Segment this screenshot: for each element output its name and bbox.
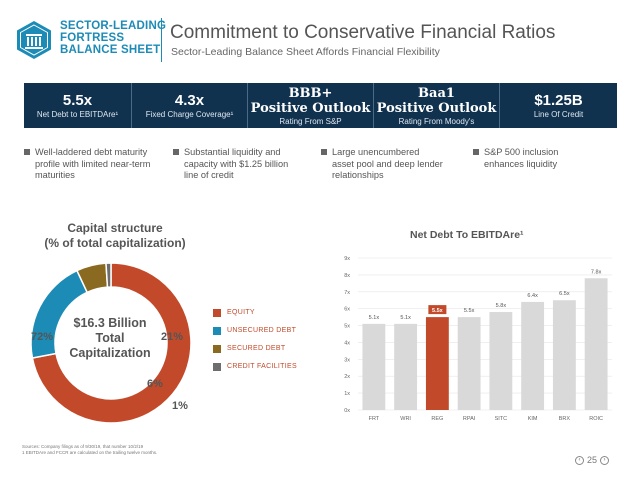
bullet-square-icon — [321, 149, 327, 155]
y-tick-label: 7x — [344, 290, 350, 296]
page-number: 25 — [587, 455, 598, 465]
y-tick-label: 3x — [344, 357, 350, 363]
legend-item-equity: EQUITY — [213, 308, 297, 326]
metric-label: Net Debt to EBITDAre¹ — [36, 109, 119, 119]
bar-value-label: 5.1x — [369, 315, 380, 321]
metric-value: $1.25B — [534, 91, 583, 109]
bullet-square-icon — [24, 149, 30, 155]
metric-value-outlook: Positive Outlook — [376, 100, 497, 116]
x-tick-label: BRX — [559, 416, 571, 422]
bar-value-label: 6.4x — [527, 293, 538, 299]
y-tick-label: 4x — [344, 340, 350, 346]
page-subtitle: Sector-Leading Balance Sheet Affords Fin… — [171, 46, 440, 58]
legend-swatch — [213, 363, 221, 371]
bar-value-label: 5.5x — [464, 308, 475, 314]
legend-item-unsecured: UNSECURED DEBT — [213, 326, 297, 344]
bullet-item: Large unencumbered asset pool and deep le… — [321, 147, 443, 182]
bar-chart-title: Net Debt To EBITDAre¹ — [410, 229, 524, 241]
prev-page-icon[interactable]: ‹ — [575, 455, 584, 465]
donut-center-label: $16.3 Billion Total Capitalization — [69, 316, 151, 360]
bullet-item: Well-laddered debt maturity profile with … — [24, 147, 150, 182]
y-tick-label: 9x — [344, 256, 350, 262]
metric-sp-rating: BBB+ Positive Outlook Rating From S&P — [248, 83, 374, 128]
y-tick-label: 0x — [344, 408, 350, 414]
bar-rpai — [457, 317, 481, 410]
metric-value: 5.5x — [62, 91, 93, 109]
donut-slice-credit-facilities — [105, 262, 112, 288]
x-tick-label: RPAI — [463, 416, 476, 422]
legend-item-credit: CREDIT FACILITIES — [213, 362, 297, 380]
bar-frt — [362, 323, 386, 410]
metric-label: Fixed Charge Coverage¹ — [145, 109, 234, 119]
metric-fixed-charge: 4.3x Fixed Charge Coverage¹ — [132, 83, 248, 128]
capital-donut-chart — [30, 262, 192, 424]
net-debt-bar-chart: 0x 1x 2x 3x 4x 5x 6x 7x 8x 9x 5.1x FRT 5.1x WRI 5.5x RE… — [344, 256, 612, 422]
bar-value-label: 7.8x — [591, 269, 602, 275]
legend-swatch — [213, 345, 221, 353]
logo-text: SECTOR-LEADING FORTRESS BALANCE SHEET — [60, 20, 167, 56]
metric-net-debt: 5.5x Net Debt to EBITDAre¹ — [24, 83, 132, 128]
pct-label-equity: 72% — [31, 331, 54, 343]
fortress-logo-icon — [17, 21, 51, 59]
x-tick-label: KIM — [528, 416, 538, 422]
bullet-square-icon — [473, 149, 479, 155]
bullet-item: S&P 500 inclusion enhances liquidity — [473, 147, 558, 170]
x-tick-label: WRI — [400, 416, 411, 422]
bar-kim — [521, 301, 545, 410]
header-divider — [161, 18, 162, 62]
legend-item-secured: SECURED DEBT — [213, 344, 297, 362]
y-tick-label: 8x — [344, 273, 350, 279]
y-tick-label: 6x — [344, 307, 350, 313]
pct-label-secured: 6% — [147, 378, 163, 390]
capital-structure-title: Capital structure (% of total capitaliza… — [44, 221, 186, 250]
x-tick-label: FRT — [369, 416, 380, 422]
pct-label-unsecured: 21% — [161, 331, 184, 343]
metric-value: Baa1 — [418, 85, 455, 101]
metrics-bar: 5.5x Net Debt to EBITDAre¹ 4.3x Fixed Ch… — [24, 83, 617, 128]
bar-brx — [552, 300, 576, 410]
metric-label: Line Of Credit — [533, 109, 584, 119]
bar-wri — [394, 323, 418, 410]
metric-value: 4.3x — [174, 91, 205, 109]
legend-swatch — [213, 327, 221, 335]
bar-reg — [425, 317, 449, 410]
x-tick-label: SITC — [495, 416, 508, 422]
page-title: Commitment to Conservative Financial Rat… — [170, 22, 556, 43]
metric-value-outlook: Positive Outlook — [250, 100, 371, 116]
metric-value: BBB+ — [288, 85, 333, 101]
y-tick-label: 2x — [344, 374, 350, 380]
bullet-item: Substantial liquidity and capacity with $… — [173, 147, 288, 182]
bar-roic — [584, 278, 608, 410]
metric-label: Rating From Moody's — [398, 116, 475, 126]
y-tick-label: 1x — [344, 391, 350, 397]
bar-value-label: 5.8x — [496, 303, 507, 309]
bar-value-label: 6.5x — [559, 291, 570, 297]
metric-moodys-rating: Baa1 Positive Outlook Rating From Moody'… — [374, 83, 500, 128]
metric-line-of-credit: $1.25B Line Of Credit — [500, 83, 617, 128]
x-tick-label: ROIC — [589, 416, 603, 422]
donut-legend: EQUITY UNSECURED DEBT SECURED DEBT CREDI… — [213, 308, 297, 380]
next-page-icon[interactable]: › — [600, 455, 610, 465]
bullet-square-icon — [173, 149, 179, 155]
bar-value-label: 5.1x — [400, 315, 411, 321]
bar-value-label: 5.5x — [432, 308, 444, 314]
pct-label-credit: 1% — [172, 400, 188, 412]
y-tick-label: 5x — [344, 324, 350, 330]
x-tick-label: REG — [431, 416, 443, 422]
bar-sitc — [489, 312, 513, 410]
highlight-label-bg — [428, 305, 447, 315]
legend-swatch — [213, 309, 221, 317]
footnote: Sources: Company filings as of 9/30/19, … — [22, 444, 158, 455]
metric-label: Rating From S&P — [279, 116, 342, 126]
page-nav: ‹ 25 › — [575, 455, 610, 465]
donut-slice-equity — [31, 262, 192, 424]
